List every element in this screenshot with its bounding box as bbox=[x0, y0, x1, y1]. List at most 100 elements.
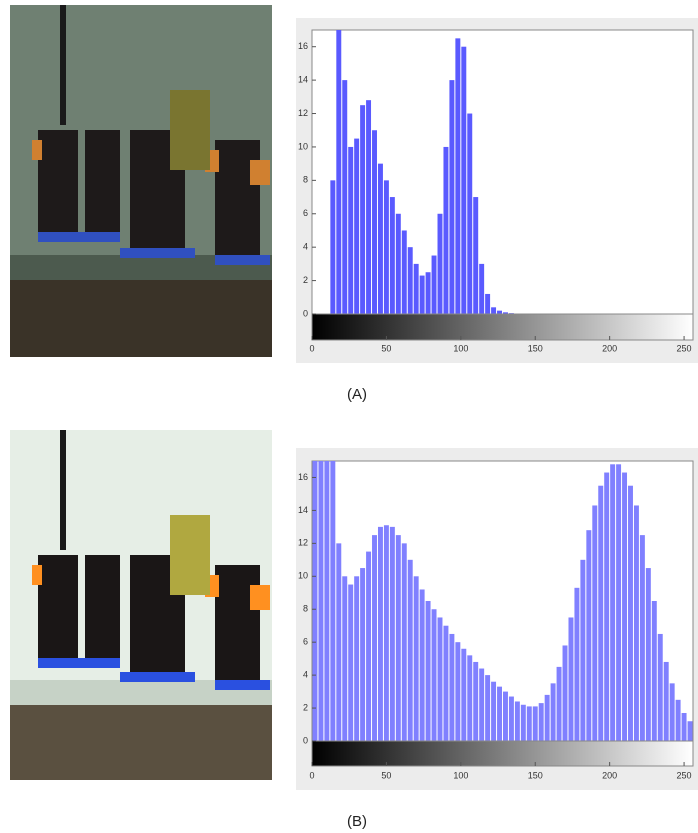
bar bbox=[491, 307, 497, 314]
bar bbox=[336, 543, 342, 741]
bar bbox=[485, 675, 491, 741]
y-tick-label: 2 bbox=[303, 275, 308, 285]
bar bbox=[532, 706, 538, 741]
bar bbox=[526, 706, 532, 741]
y-tick-label: 0 bbox=[303, 308, 308, 318]
x-tick-label: 0 bbox=[309, 343, 314, 353]
bar bbox=[372, 535, 377, 741]
bar bbox=[461, 648, 467, 741]
bar bbox=[431, 609, 437, 741]
bar bbox=[413, 263, 419, 314]
bar bbox=[473, 197, 479, 314]
bar bbox=[485, 293, 491, 314]
bar bbox=[389, 197, 395, 314]
y-tick-label: 12 bbox=[298, 538, 308, 548]
bar bbox=[657, 633, 663, 741]
y-tick-label: 6 bbox=[303, 637, 308, 647]
bar bbox=[633, 505, 639, 741]
bar bbox=[401, 230, 407, 314]
bar bbox=[610, 464, 616, 741]
photo-b bbox=[10, 430, 272, 780]
y-tick-label: 16 bbox=[298, 41, 308, 51]
bar bbox=[508, 696, 514, 741]
bar bbox=[544, 694, 550, 741]
bar bbox=[437, 617, 443, 741]
bar bbox=[443, 146, 449, 314]
bar bbox=[467, 113, 473, 314]
caption: (A) bbox=[347, 386, 367, 403]
x-tick-label: 50 bbox=[381, 770, 391, 780]
bar bbox=[645, 568, 651, 741]
bar bbox=[503, 312, 508, 314]
bar bbox=[342, 576, 348, 741]
bar bbox=[461, 46, 467, 314]
bar bbox=[681, 713, 687, 741]
bar bbox=[592, 505, 598, 741]
bar bbox=[497, 686, 502, 741]
bar bbox=[431, 255, 437, 314]
x-tick-label: 250 bbox=[677, 343, 692, 353]
photo-a bbox=[10, 5, 272, 357]
bar bbox=[383, 525, 389, 741]
x-tick-label: 50 bbox=[381, 343, 391, 353]
bar bbox=[538, 703, 544, 741]
y-tick-label: 10 bbox=[298, 141, 308, 151]
bar bbox=[669, 683, 675, 741]
bar bbox=[395, 535, 401, 741]
bar bbox=[336, 30, 342, 314]
x-tick-label: 200 bbox=[602, 770, 617, 780]
caption: (B) bbox=[347, 813, 367, 830]
bar bbox=[604, 472, 610, 741]
x-tick-label: 150 bbox=[528, 343, 543, 353]
bar bbox=[354, 138, 360, 314]
bar bbox=[580, 559, 586, 741]
bar bbox=[443, 625, 449, 741]
bar bbox=[366, 100, 372, 314]
bar bbox=[622, 472, 628, 741]
bar bbox=[318, 461, 324, 741]
bar bbox=[568, 617, 574, 741]
bar bbox=[372, 130, 377, 314]
y-tick-label: 10 bbox=[298, 571, 308, 581]
bar bbox=[639, 535, 645, 741]
bar bbox=[520, 704, 526, 741]
bar bbox=[586, 530, 592, 741]
bar bbox=[675, 699, 681, 741]
bar bbox=[377, 526, 383, 741]
bars bbox=[312, 461, 693, 741]
bar bbox=[514, 701, 520, 741]
bar bbox=[324, 461, 330, 741]
bar bbox=[413, 576, 419, 741]
y-tick-label: 14 bbox=[298, 505, 308, 515]
bar bbox=[479, 263, 485, 314]
bar bbox=[419, 589, 425, 741]
gray-colorbar bbox=[311, 313, 694, 341]
y-tick-label: 4 bbox=[303, 242, 308, 252]
bar bbox=[383, 180, 389, 314]
bar bbox=[663, 661, 669, 741]
bar bbox=[419, 275, 425, 314]
y-tick-label: 0 bbox=[303, 735, 308, 745]
bar bbox=[562, 645, 568, 741]
x-tick-label: 0 bbox=[309, 770, 314, 780]
bar bbox=[425, 272, 431, 314]
bar bbox=[377, 163, 383, 314]
bar bbox=[407, 247, 413, 314]
y-tick-label: 16 bbox=[298, 472, 308, 482]
bar bbox=[389, 526, 395, 741]
bar bbox=[598, 485, 604, 741]
bar bbox=[312, 461, 318, 741]
bar bbox=[342, 80, 348, 314]
bar bbox=[455, 642, 461, 741]
bar bbox=[628, 485, 633, 741]
y-tick-label: 12 bbox=[298, 108, 308, 118]
bar bbox=[348, 146, 354, 314]
y-tick-label: 2 bbox=[303, 702, 308, 712]
x-tick-label: 150 bbox=[528, 770, 543, 780]
y-tick-label: 14 bbox=[298, 74, 308, 84]
bar bbox=[330, 461, 336, 741]
bar bbox=[497, 310, 502, 314]
bar bbox=[449, 80, 455, 314]
bar bbox=[550, 683, 556, 741]
bar bbox=[449, 633, 455, 741]
